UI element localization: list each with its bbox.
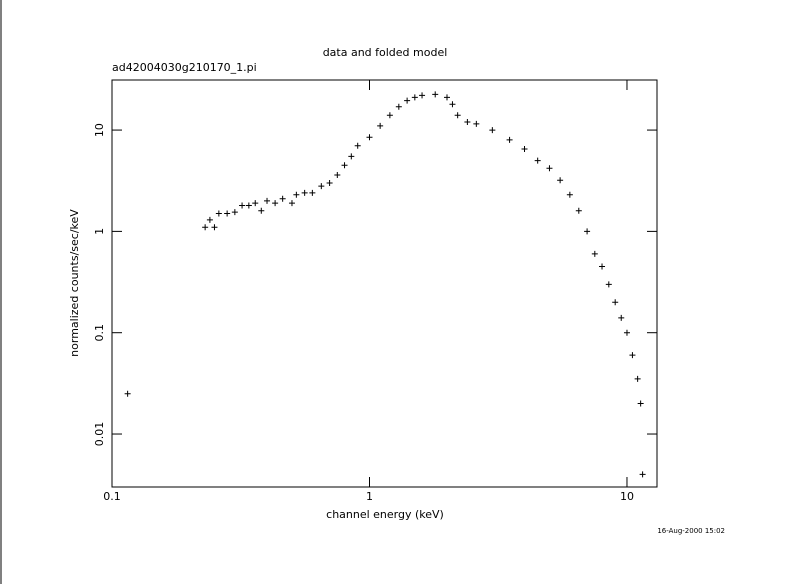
data-point [557, 177, 564, 184]
x-tick-label: 0.1 [103, 490, 121, 503]
data-point [546, 165, 553, 172]
data-point [454, 112, 461, 119]
x-tick-label: 10 [620, 490, 634, 503]
data-point [464, 119, 471, 126]
data-point [634, 375, 641, 382]
chart-title: data and folded model [323, 46, 448, 59]
x-axis-label: channel energy (keV) [326, 508, 444, 521]
data-point [288, 200, 295, 207]
y-axis-label: normalized counts/sec/keV [68, 209, 81, 357]
data-point [326, 180, 333, 187]
data-point [637, 400, 644, 407]
data-point [272, 200, 279, 207]
data-point [206, 216, 213, 223]
data-point [264, 197, 271, 204]
data-point [411, 94, 418, 101]
data-point [566, 191, 573, 198]
data-point [473, 120, 480, 127]
data-point [618, 314, 625, 321]
data-point [419, 92, 426, 99]
data-point [231, 209, 238, 216]
data-point [211, 224, 218, 231]
data-point [341, 162, 348, 169]
data-point [124, 390, 131, 397]
data-point [348, 153, 355, 160]
data-point [258, 207, 265, 214]
data-point [386, 112, 393, 119]
data-point [623, 329, 630, 336]
y-tick-label: 1 [93, 228, 106, 235]
data-point [239, 202, 246, 209]
data-point [354, 142, 361, 149]
data-point [366, 134, 373, 141]
data-point [489, 127, 496, 134]
data-point [279, 195, 286, 202]
plot-frame [111, 79, 658, 488]
data-point [629, 352, 636, 359]
data-point [377, 122, 384, 129]
data-point [605, 281, 612, 288]
data-point [301, 189, 308, 196]
x-tick-label: 1 [366, 490, 373, 503]
data-point [506, 136, 513, 143]
data-point [591, 250, 598, 257]
data-point [599, 263, 606, 270]
data-point [432, 91, 439, 98]
data-point [293, 191, 300, 198]
data-point [639, 471, 646, 478]
y-tick-label: 0.1 [93, 324, 106, 342]
data-point [449, 101, 456, 108]
data-point [224, 210, 231, 217]
data-point [521, 146, 528, 153]
data-point [584, 228, 591, 235]
data-point [395, 103, 402, 110]
data-point [318, 183, 325, 190]
data-point [612, 299, 619, 306]
data-point [245, 202, 252, 209]
data-point [309, 189, 316, 196]
data-point [334, 172, 341, 179]
chart-subtitle: ad42004030g210170_1.pi [112, 61, 257, 74]
y-tick-label: 10 [93, 123, 106, 137]
data-point [252, 200, 259, 207]
data-point [534, 157, 541, 164]
y-tick-label: 0.01 [93, 422, 106, 447]
data-point [202, 224, 209, 231]
data-point [215, 210, 222, 217]
timestamp: 16-Aug-2000 15:02 [657, 527, 725, 535]
data-point [575, 207, 582, 214]
data-point [404, 97, 411, 104]
data-point [443, 94, 450, 101]
